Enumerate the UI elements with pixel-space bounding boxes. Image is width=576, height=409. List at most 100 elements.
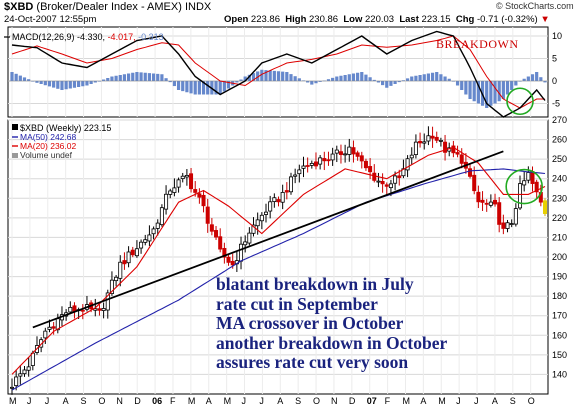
candle-body <box>468 168 473 177</box>
macd-histogram-bar <box>222 81 226 92</box>
macd-histogram-bar <box>126 73 131 81</box>
candle-body <box>438 140 443 142</box>
candle-body <box>397 175 402 178</box>
candle-body <box>201 194 206 207</box>
macd-histogram-bar <box>335 76 339 81</box>
candle-body <box>193 189 198 193</box>
candle-body <box>9 386 14 389</box>
month-tick-label: F <box>170 396 176 406</box>
candle-body <box>218 236 223 250</box>
macd-histogram-bar <box>435 72 439 81</box>
price-tick-label: 200 <box>552 252 567 262</box>
month-tick-label: M <box>224 396 232 406</box>
candle-body <box>230 260 235 266</box>
macd-histogram-bar <box>172 81 176 87</box>
macd-histogram-bar <box>251 73 256 81</box>
candle-body <box>493 199 498 205</box>
month-tick-label: J <box>259 396 264 406</box>
candle-body <box>351 147 356 155</box>
macd-histogram-bar <box>110 76 114 81</box>
macd-histogram-bar <box>514 81 518 86</box>
candle-body <box>114 276 119 282</box>
candle-body <box>26 366 31 371</box>
macd-histogram-bar <box>397 81 401 83</box>
candle-body <box>488 201 493 206</box>
open-value: 223.86 <box>250 14 280 25</box>
macd-histogram-bar <box>135 72 139 81</box>
month-tick-label: M <box>438 396 446 406</box>
candle-body <box>130 249 135 256</box>
chg-value: -0.71 (-0.32%) <box>476 14 538 25</box>
last-value: 223.15 <box>421 14 451 25</box>
candle-body <box>347 146 352 155</box>
candle-body <box>264 211 269 215</box>
note-line: rate cut in September <box>216 293 378 314</box>
price-tick-label: 250 <box>552 154 567 164</box>
candle-body <box>476 191 481 203</box>
macd-histogram-bar <box>422 74 426 81</box>
candle-body <box>80 309 85 312</box>
macd-histogram-bar <box>318 81 322 82</box>
macd-breakdown-circle <box>506 87 534 116</box>
macd-histogram-bar <box>43 81 47 86</box>
month-tick-label: J <box>242 396 247 406</box>
macd-histogram-bar <box>331 77 335 81</box>
candle-body <box>501 222 506 229</box>
low-value: 220.03 <box>365 14 395 25</box>
macd-histogram-bar <box>68 81 72 89</box>
ma20-legend: MA(20) 236.02 <box>20 141 76 151</box>
candle-body <box>526 172 531 181</box>
macd-histogram-bar <box>285 72 289 81</box>
macd-histogram-bar <box>314 81 318 84</box>
candle-body <box>214 230 219 238</box>
candle-body <box>239 243 244 262</box>
candle-body <box>388 183 393 189</box>
macd-histogram-bar <box>164 78 168 81</box>
macd-histogram-bar <box>410 76 414 81</box>
candle-body <box>380 181 385 185</box>
candle-body <box>497 202 502 225</box>
macd-histogram-bar <box>168 81 172 83</box>
candle-body <box>359 155 364 162</box>
macd-histogram-bar <box>276 71 281 81</box>
macd-histogram-bar <box>143 72 147 81</box>
candle-body <box>522 180 527 186</box>
note-line: MA crossover in October <box>216 313 404 333</box>
macd-histogram-bar <box>339 75 343 81</box>
candle-body <box>97 308 102 311</box>
macd-histogram-bar <box>268 70 272 81</box>
macd-histogram-bar <box>393 81 397 84</box>
candle-body <box>189 173 194 190</box>
month-tick-label: O <box>313 396 320 406</box>
macd-histogram-bar <box>543 81 547 83</box>
price-tick-label: 140 <box>552 369 567 379</box>
month-tick-label: J <box>27 396 32 406</box>
candle-body <box>143 239 148 243</box>
candle-body <box>368 166 373 173</box>
macd-histogram-bar <box>426 73 431 81</box>
down-arrow-icon: ▼ <box>540 14 550 25</box>
month-tick-label: A <box>492 396 498 406</box>
macd-histogram-bar <box>264 70 268 81</box>
candle-body <box>343 153 348 156</box>
candle-body <box>68 307 73 313</box>
month-tick-label: J <box>45 396 50 406</box>
macd-histogram-bar <box>539 77 543 81</box>
macd-histogram-bar <box>530 74 535 81</box>
macd-histogram-bar <box>485 81 489 108</box>
month-tick-label: D <box>134 396 141 406</box>
candle-body <box>426 135 431 142</box>
candle-body <box>22 369 27 375</box>
candle-body <box>118 261 123 279</box>
macd-histogram-bar <box>489 81 493 106</box>
candle-body <box>297 169 302 175</box>
macd-tick-label: 5 <box>552 54 557 64</box>
chart-title: $XBD (Broker/Dealer Index - AMEX) INDX <box>4 1 211 13</box>
month-tick-label: A <box>277 396 283 406</box>
candle-body <box>309 163 314 166</box>
candle-body <box>443 141 448 153</box>
quote-strip: Open 223.86 High 230.86 Low 220.03 Last … <box>224 14 550 25</box>
candle-body <box>301 165 306 169</box>
macd-histogram-bar <box>247 74 251 81</box>
macd-histogram-bar <box>151 73 156 81</box>
